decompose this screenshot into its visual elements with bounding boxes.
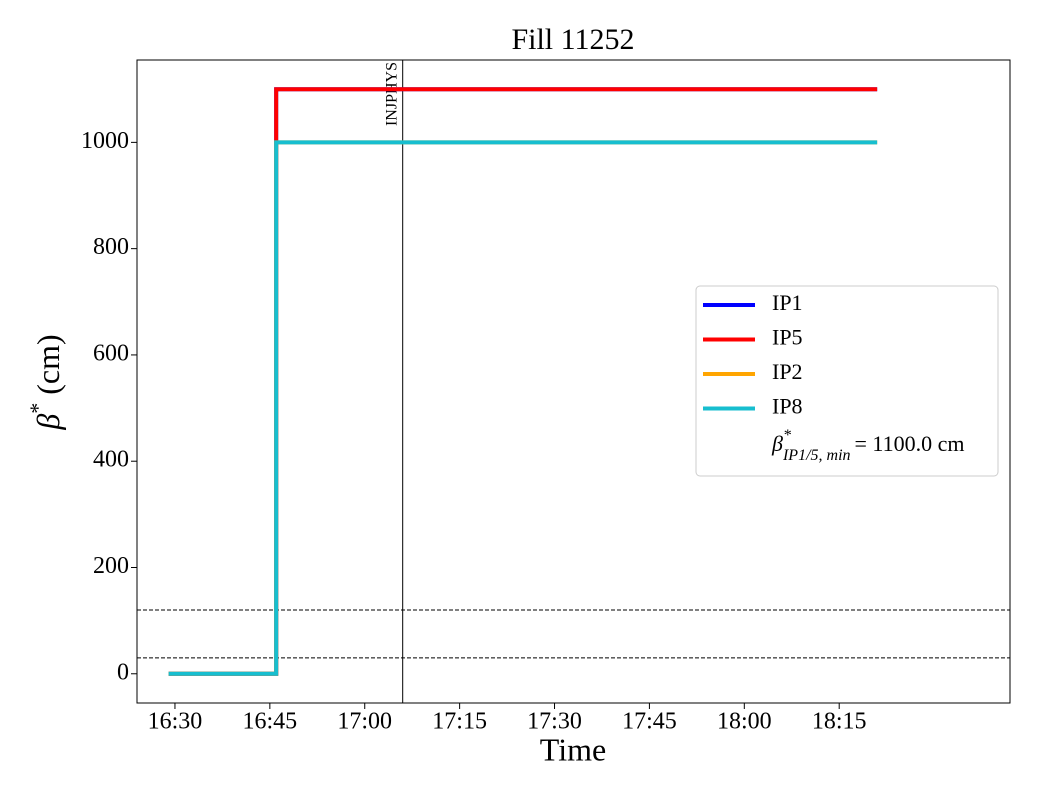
- y-tick-label: 200: [93, 553, 129, 579]
- legend-note-symbol: β: [771, 431, 783, 456]
- y-tick-label: 400: [93, 447, 129, 473]
- series-line: [168, 140, 878, 676]
- x-tick-label: 16:30: [148, 709, 203, 735]
- y-label-sup: *: [25, 403, 50, 414]
- legend-label: IP5: [772, 325, 803, 350]
- y-label-symbol: β: [30, 414, 66, 431]
- x-tick-label: 17:30: [527, 709, 582, 735]
- legend-label: IP1: [772, 290, 803, 315]
- x-tick-label: 18:00: [717, 709, 772, 735]
- y-label-text: (cm): [30, 334, 66, 394]
- x-tick-label: 18:15: [812, 709, 867, 735]
- event-label: INJPHYS: [383, 62, 400, 126]
- legend-box: [695, 285, 999, 477]
- y-axis-label: β* (cm): [25, 334, 66, 430]
- x-tick-label: 17:00: [337, 709, 392, 735]
- plot-frame: [136, 59, 1011, 704]
- y-tick-label: 600: [93, 340, 129, 366]
- x-tick-label: 16:45: [243, 709, 298, 735]
- y-tick-label: 800: [93, 234, 129, 260]
- y-tick-label: 1000: [81, 128, 129, 154]
- legend-note: β* IP1/5, min = 1100.0 cm: [771, 427, 964, 464]
- y-tick-label: 0: [117, 659, 129, 685]
- legend-note-sub: IP1/5, min: [782, 447, 851, 464]
- x-tick-label: 17:45: [622, 709, 677, 735]
- x-axis-label: Time: [540, 731, 606, 767]
- legend-note-sup: *: [783, 427, 791, 444]
- legend-label: IP2: [772, 359, 803, 384]
- legend-note-text: = 1100.0 cm: [855, 431, 965, 456]
- chart-title: Fill 11252: [511, 23, 634, 56]
- x-tick-label: 17:15: [432, 709, 487, 735]
- legend-label: IP8: [772, 394, 803, 419]
